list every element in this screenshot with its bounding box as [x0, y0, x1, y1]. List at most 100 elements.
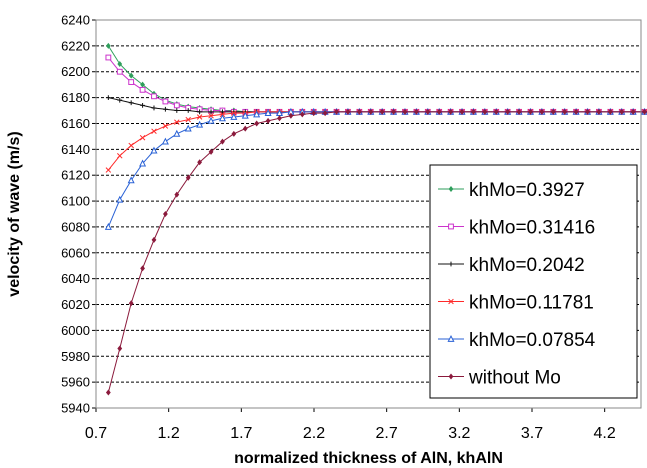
data-point: [596, 108, 602, 115]
data-point: [116, 68, 123, 75]
x-tick-label: 4.2: [594, 425, 616, 442]
data-point: [471, 108, 476, 115]
data-point: [379, 108, 385, 115]
data-point: [151, 105, 157, 111]
data-point: [482, 108, 488, 115]
series-5: [105, 108, 647, 396]
data-point: [220, 109, 225, 115]
data-point: [128, 100, 134, 106]
legend-item: khMo=0.3927: [438, 180, 585, 201]
data-point: [334, 108, 339, 115]
data-point: [116, 195, 124, 203]
data-point: [185, 116, 191, 123]
data-point: [185, 174, 191, 181]
data-point: [104, 222, 112, 230]
data-point: [448, 261, 454, 267]
y-axis-ticks: 5940 5960 5980 6000 6020 6040 6060 6080 6100 6120…: [61, 13, 96, 416]
data-point: [448, 298, 454, 305]
data-point: [128, 142, 134, 149]
data-point: [117, 153, 123, 159]
y-tick-label: 6120: [61, 168, 90, 183]
data-point: [139, 86, 146, 93]
y-tick-label: 6020: [61, 297, 90, 312]
data-point: [140, 102, 145, 108]
data-point: [128, 72, 134, 79]
data-point: [448, 108, 454, 115]
y-tick-label: 6140: [61, 142, 90, 157]
data-point: [242, 125, 248, 132]
data-point: [322, 110, 328, 117]
legend-label: without Mo: [468, 368, 561, 389]
data-point: [448, 186, 454, 192]
data-point: [391, 108, 396, 115]
data-point: [264, 109, 272, 117]
y-tick-label: 6060: [61, 245, 90, 260]
data-point: [607, 108, 613, 115]
data-point: [516, 108, 522, 115]
data-point: [105, 42, 111, 49]
data-point: [299, 111, 305, 118]
data-point: [105, 167, 112, 173]
series-group: [104, 42, 647, 396]
series-line: [107, 57, 647, 113]
data-point: [241, 111, 249, 119]
data-point: [208, 109, 214, 115]
y-tick-label: 5940: [61, 401, 90, 416]
x-tick-label: 1.2: [158, 425, 180, 442]
legend-label: khMo=0.2042: [469, 255, 585, 276]
data-point: [448, 223, 454, 230]
x-tick-label: 3.7: [521, 425, 543, 442]
data-point: [162, 98, 169, 105]
legend-item: khMo=0.31416: [438, 218, 595, 239]
x-tick-label: 0.7: [85, 425, 107, 442]
y-tick-label: 6240: [61, 13, 90, 28]
series-3: [105, 109, 647, 173]
data-point: [161, 137, 169, 145]
x-tick-label: 1.7: [230, 425, 252, 442]
y-tick-label: 6160: [61, 116, 90, 131]
x-tick-label: 2.2: [303, 425, 325, 442]
y-tick-label: 6220: [61, 38, 90, 53]
data-point: [196, 120, 204, 128]
data-point: [184, 124, 192, 132]
data-point: [550, 108, 556, 115]
data-point: [277, 115, 282, 122]
y-tick-label: 6080: [61, 219, 90, 234]
y-tick-label: 6100: [61, 194, 90, 209]
data-point: [185, 108, 191, 113]
data-point: [573, 108, 579, 115]
data-point: [128, 300, 134, 307]
data-point: [197, 159, 203, 166]
legend-box: [429, 164, 638, 399]
data-point: [173, 102, 180, 109]
data-point: [162, 106, 168, 112]
data-point: [117, 345, 123, 352]
data-point: [413, 108, 419, 115]
y-tick-label: 6040: [61, 271, 90, 286]
x-tick-label: 3.2: [448, 425, 470, 442]
data-point: [265, 117, 271, 124]
data-point: [425, 108, 431, 115]
legend: khMo=0.3927 khMo=0.31416 khMo=0.2042 khMo=0…: [429, 164, 638, 399]
data-point: [505, 108, 511, 115]
data-point: [174, 191, 180, 198]
data-point: [151, 93, 157, 100]
legend-item: khMo=0.11781: [438, 293, 594, 314]
data-point: [220, 138, 225, 145]
y-tick-label: 5960: [61, 375, 90, 390]
data-point: [231, 130, 237, 137]
data-point: [642, 108, 647, 115]
data-point: [528, 108, 533, 115]
legend-label: khMo=0.31416: [469, 218, 595, 239]
data-point: [311, 110, 317, 117]
data-point: [585, 108, 590, 115]
data-point: [196, 114, 203, 120]
data-point: [230, 112, 238, 120]
data-point: [402, 108, 408, 115]
series-1: [105, 54, 647, 115]
data-point: [139, 159, 147, 167]
y-axis-title: velocity of wave (m/s): [6, 131, 23, 296]
data-point: [150, 146, 158, 154]
data-point: [447, 334, 455, 342]
